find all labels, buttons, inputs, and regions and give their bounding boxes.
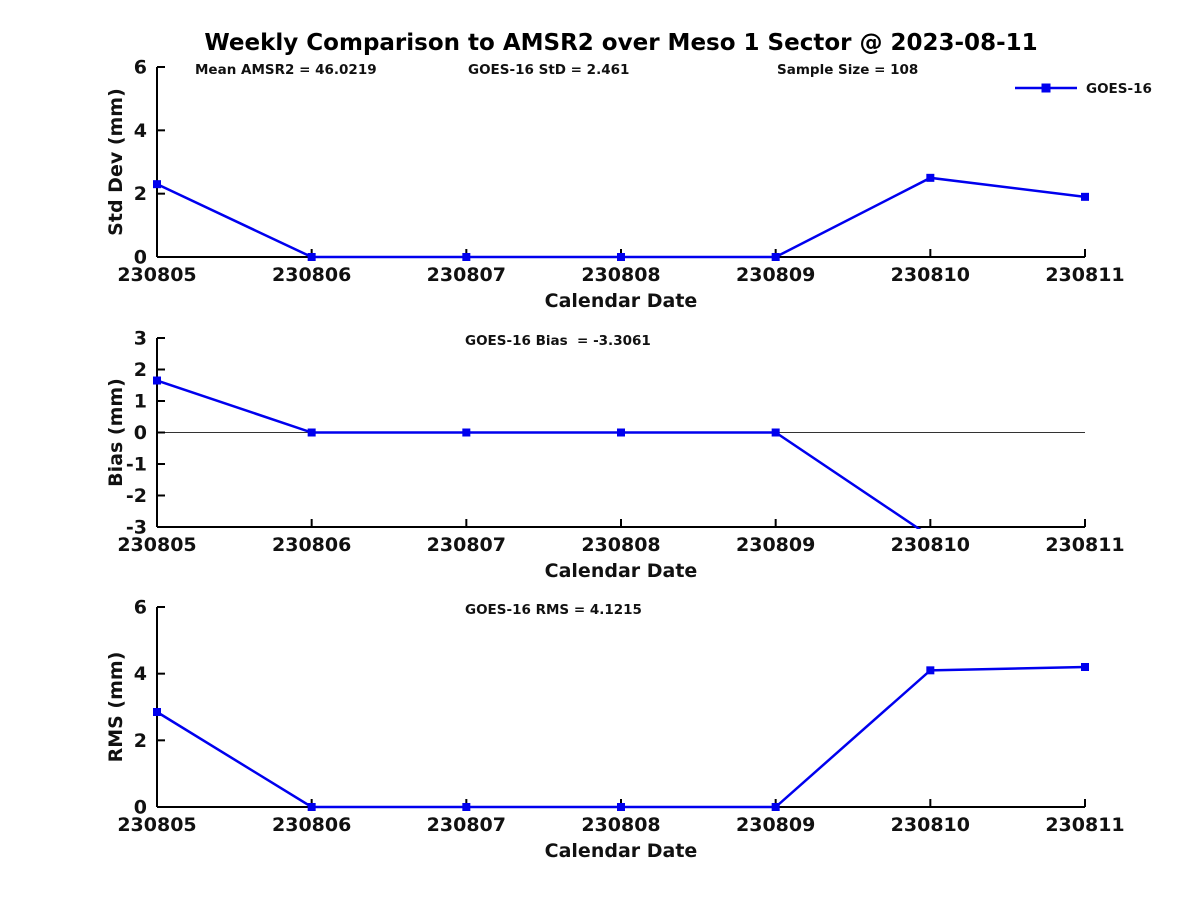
x-tick-label: 230809: [736, 534, 815, 556]
y-tick-label: 1: [134, 391, 147, 413]
legend-marker: [1041, 83, 1051, 93]
y-tick-label: -3: [126, 517, 147, 539]
y-tick-label: -1: [126, 454, 147, 476]
y-tick-label: 0: [134, 422, 147, 444]
x-axis-title: Calendar Date: [545, 840, 698, 860]
y-tick-label: 6: [134, 597, 147, 619]
y-tick-label: 0: [134, 797, 147, 819]
data-point-marker: [771, 253, 780, 261]
std-dev-chart: 0 2 4 6 230805 230806 230807 230808 230809 230810…: [105, 57, 1152, 311]
data-point-marker: [153, 180, 161, 189]
annotation: GOES-16 Bias = -3.3061: [465, 333, 651, 349]
y-tick-label: 4: [134, 120, 147, 142]
data-point-marker: [307, 253, 316, 261]
data-point-marker: [617, 803, 625, 811]
x-tick-label: 230805: [117, 264, 196, 286]
data-point-marker: [1081, 192, 1089, 201]
y-axis-title: RMS (mm): [105, 652, 127, 763]
x-tick-label: 230810: [891, 534, 970, 556]
x-tick-label: 230811: [1045, 814, 1124, 836]
data-point-marker: [462, 803, 471, 811]
x-tick-label: 230810: [891, 814, 970, 836]
x-tick-label: 230805: [117, 814, 196, 836]
annotation: GOES-16 RMS = 4.1215: [465, 602, 642, 618]
data-line: [156, 176, 1086, 259]
x-tick-label: 230806: [272, 264, 351, 286]
x-tick-label: 230811: [1045, 534, 1124, 556]
x-tick-label: 230807: [427, 534, 506, 556]
y-axis-title: Std Dev (mm): [105, 88, 127, 236]
data-point-marker: [771, 803, 780, 811]
y-tick-label: 2: [134, 359, 147, 381]
x-tick-label: 230809: [736, 814, 815, 836]
x-tick-label: 230805: [117, 534, 196, 556]
annotation: GOES-16 StD = 2.461: [468, 62, 629, 78]
x-tick-label: 230808: [581, 534, 660, 556]
x-axis-title: Calendar Date: [545, 290, 698, 310]
data-point-marker: [153, 376, 161, 385]
data-point-marker: [771, 428, 780, 437]
x-tick-label: 230808: [581, 814, 660, 836]
data-point-marker: [1081, 663, 1089, 671]
data-point-marker: [617, 253, 625, 261]
y-tick-label: 3: [134, 328, 147, 350]
y-tick-label: 2: [134, 730, 147, 752]
y-axis-title: Bias (mm): [105, 378, 127, 487]
x-tick-label: 230807: [427, 814, 506, 836]
data-point-marker: [307, 803, 316, 811]
y-tick-label: 2: [134, 183, 147, 205]
x-tick-label: 230810: [891, 264, 970, 286]
x-tick-label: 230811: [1045, 264, 1124, 286]
data-point-marker: [462, 253, 471, 261]
x-axis-title: Calendar Date: [545, 560, 698, 580]
y-tick-label: -2: [126, 485, 147, 507]
y-tick-label: 6: [134, 57, 147, 79]
x-tick-label: 230809: [736, 264, 815, 286]
figure-title: Weekly Comparison to AMSR2 over Meso 1 S…: [204, 30, 1038, 56]
y-tick-label: 0: [134, 247, 147, 269]
legend-label: GOES-16: [1086, 81, 1152, 97]
data-point-marker: [307, 428, 316, 437]
annotation: Sample Size = 108: [777, 62, 918, 78]
y-tick-label: 4: [134, 663, 147, 685]
rms-chart: 0 2 4 6 230805 230806 230807 230808 230809 230810…: [105, 597, 1125, 861]
x-tick-label: 230806: [272, 814, 351, 836]
x-tick-label: 230808: [581, 264, 660, 286]
data-point-marker: [926, 173, 935, 182]
annotation: Mean AMSR2 = 46.0219: [195, 62, 377, 78]
data-point-marker: [617, 428, 625, 437]
x-tick-label: 230806: [272, 534, 351, 556]
data-point-marker: [153, 708, 161, 716]
data-line: [156, 665, 1086, 809]
x-tick-label: 230807: [427, 264, 506, 286]
data-point-marker: [462, 428, 471, 437]
data-point-marker: [926, 666, 935, 675]
